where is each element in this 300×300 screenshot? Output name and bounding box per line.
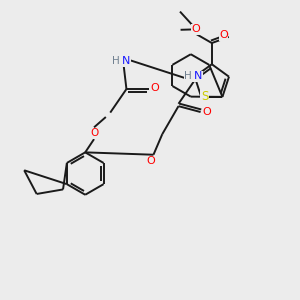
Text: O: O (192, 24, 201, 34)
Text: O: O (219, 30, 228, 40)
Text: H: H (184, 71, 192, 81)
Text: N: N (194, 71, 202, 81)
Text: S: S (201, 90, 208, 104)
Text: O: O (203, 107, 212, 117)
Text: O: O (151, 82, 159, 93)
Text: O: O (192, 24, 201, 34)
Text: N: N (122, 56, 130, 66)
Text: H: H (112, 56, 120, 66)
Text: O: O (219, 30, 228, 40)
Text: O: O (146, 156, 155, 166)
Text: O: O (90, 128, 98, 138)
Text: H: H (184, 71, 192, 81)
Text: N: N (194, 71, 202, 81)
Text: S: S (201, 90, 208, 104)
